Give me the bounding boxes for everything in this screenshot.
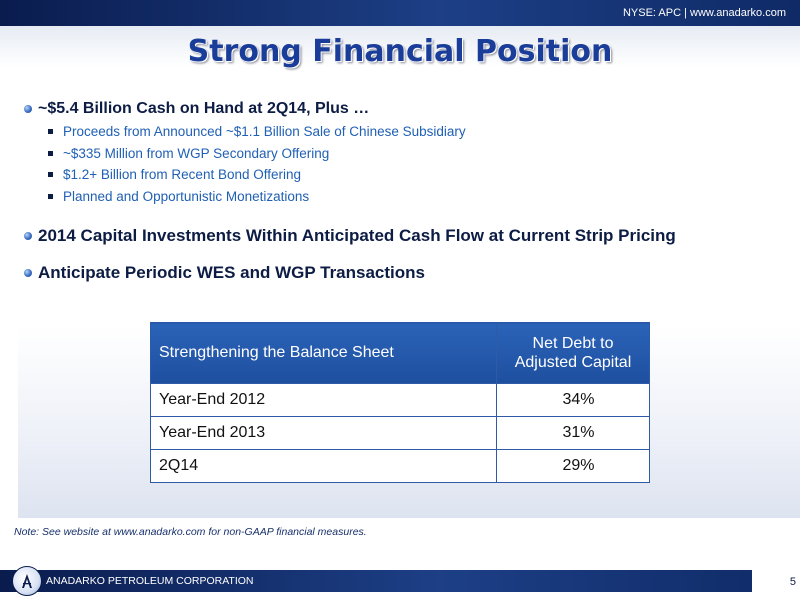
page-number-box <box>752 570 800 600</box>
row-value: 31% <box>496 416 650 450</box>
bullet-text: Anticipate Periodic WES and WGP Transact… <box>38 263 425 282</box>
bullet-text: ~$5.4 Billion Cash on Hand at 2Q14, Plus… <box>38 100 370 117</box>
table-header-row: Strengthening the Balance Sheet Net Debt… <box>150 322 650 384</box>
sub-bullet-bond-offering: $1.2+ Billion from Recent Bond Offering <box>48 167 301 182</box>
row-label: Year-End 2013 <box>150 416 497 450</box>
bottom-bar <box>0 570 800 592</box>
square-bullet-icon <box>48 194 53 199</box>
square-bullet-icon <box>48 172 53 177</box>
bullet-capital-investments: 2014 Capital Investments Within Anticipa… <box>24 226 676 246</box>
sub-bullet-monetizations: Planned and Opportunistic Monetizations <box>48 189 309 204</box>
title-band <box>0 26 800 84</box>
table-row: 2Q14 29% <box>150 449 650 483</box>
sub-bullet-text: $1.2+ Billion from Recent Bond Offering <box>63 167 302 182</box>
sub-bullet-chinese-subsidiary: Proceeds from Announced ~$1.1 Billion Sa… <box>48 124 466 139</box>
row-label: Year-End 2012 <box>150 383 497 417</box>
bullet-wes-wgp: Anticipate Periodic WES and WGP Transact… <box>24 263 425 283</box>
row-label: 2Q14 <box>150 449 497 483</box>
square-bullet-icon <box>48 151 53 156</box>
sub-bullet-wgp-offering: ~$335 Million from WGP Secondary Offerin… <box>48 146 329 161</box>
header-line: Adjusted Capital <box>514 354 632 371</box>
balance-sheet-table: Strengthening the Balance Sheet Net Debt… <box>150 322 650 483</box>
bullet-cash-on-hand: ~$5.4 Billion Cash on Hand at 2Q14, Plus… <box>24 100 369 118</box>
top-bar <box>0 0 800 26</box>
page-number: 5 <box>789 576 796 588</box>
anadarko-logo-icon <box>12 566 42 596</box>
table-row: Year-End 2013 31% <box>150 416 650 450</box>
table-header-net-debt: Net Debt to Adjusted Capital <box>496 322 650 384</box>
row-value: 34% <box>496 383 650 417</box>
row-value: 29% <box>496 449 650 483</box>
header-ticker-link[interactable]: NYSE: APC | www.anadarko.com <box>622 7 786 19</box>
bullet-sphere-icon <box>24 232 32 240</box>
header-line: Net Debt to <box>532 335 614 352</box>
sub-bullet-text: Planned and Opportunistic Monetizations <box>63 189 310 204</box>
table-row: Year-End 2012 34% <box>150 383 650 417</box>
table-header-balance-sheet: Strengthening the Balance Sheet <box>150 322 497 384</box>
sub-bullet-text: Proceeds from Announced ~$1.1 Billion Sa… <box>63 124 466 139</box>
bullet-sphere-icon <box>24 269 32 277</box>
oil-derrick-icon <box>22 574 32 588</box>
slide-title: Strong Financial Position <box>187 34 613 69</box>
company-name: ANADARKO PETROLEUM CORPORATION <box>46 575 254 587</box>
footnote: Note: See website at www.anadarko.com fo… <box>14 526 367 538</box>
sub-bullet-text: ~$335 Million from WGP Secondary Offerin… <box>63 146 330 161</box>
bullet-sphere-icon <box>24 105 32 113</box>
square-bullet-icon <box>48 129 53 134</box>
bullet-text: 2014 Capital Investments Within Anticipa… <box>38 226 676 245</box>
